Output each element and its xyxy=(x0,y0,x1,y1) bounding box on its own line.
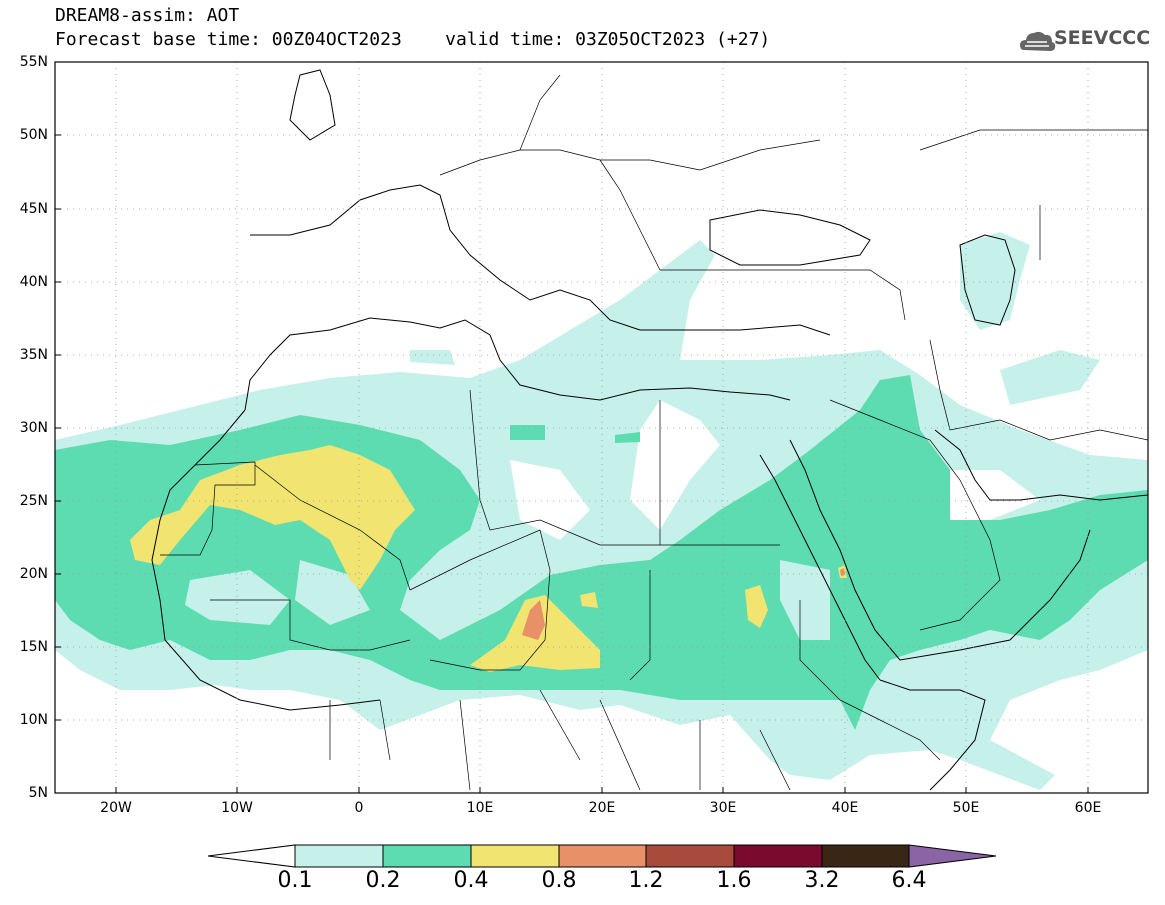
lon-label: 10W xyxy=(221,800,253,816)
lat-label: 50N xyxy=(19,127,48,143)
colorbar xyxy=(207,844,997,868)
lon-label: 60E xyxy=(1074,800,1102,816)
aot-level-0.1-india xyxy=(1000,350,1100,405)
aot-level-0.4-sudan xyxy=(745,585,768,628)
border-kazakh xyxy=(919,129,1148,260)
aot-clear-westafrica xyxy=(185,570,290,625)
border-egypt xyxy=(659,400,780,546)
lon-label: 10E xyxy=(466,800,494,816)
lat-label: 35N xyxy=(19,347,48,363)
lon-label: 30E xyxy=(709,800,737,816)
colorbar-segment-3 xyxy=(470,844,560,868)
coastline-gulf xyxy=(934,429,1148,501)
coastline-redsea-west xyxy=(759,454,881,681)
aot-level-0.2-egypt xyxy=(615,432,640,443)
coastline-caspian xyxy=(959,234,1016,326)
forecast-times: Forecast base time: 00Z04OCT2023 valid t… xyxy=(55,29,771,50)
aot-level-0.4-niger xyxy=(580,592,598,608)
border-europe-2 xyxy=(519,74,661,271)
aot-clear-egypt xyxy=(630,400,720,530)
colorbar-label: 0.1 xyxy=(277,868,313,893)
border-libya xyxy=(469,389,660,546)
aot-level-0.1-caspian xyxy=(960,232,1030,330)
coastline-africa-med xyxy=(244,317,791,411)
border-sahel xyxy=(210,599,411,651)
aot-clear-arabia xyxy=(940,470,1040,520)
colorbar-label: 1.2 xyxy=(628,868,664,893)
lat-label: 5N xyxy=(28,785,48,801)
colorbar-segment-below xyxy=(207,844,296,868)
border-niger xyxy=(409,529,551,671)
border-chad-sudan xyxy=(629,570,651,681)
colorbar-segment-2 xyxy=(382,844,472,868)
lon-label: 20E xyxy=(588,800,616,816)
aot-level-0.2-libya xyxy=(510,425,545,440)
border-turkey xyxy=(660,269,906,321)
aot-field xyxy=(55,232,1148,790)
colorbar-segment-6 xyxy=(733,844,823,868)
colorbar-label: 3.2 xyxy=(804,868,840,893)
lon-label: 20W xyxy=(100,800,132,816)
aot-clear-eastafrica xyxy=(780,560,830,640)
coastline-redsea-east xyxy=(789,439,1091,661)
coastlines xyxy=(151,69,1148,791)
coastline-blacksea xyxy=(709,209,871,266)
colorbar-label: 1.6 xyxy=(716,868,752,893)
aot-clear-sahara xyxy=(510,460,590,540)
lon-label: 50E xyxy=(952,800,980,816)
border-westafrica xyxy=(329,689,791,791)
logo-text: SEEVCCC xyxy=(1054,27,1151,49)
lat-label: 10N xyxy=(19,712,48,728)
lat-label: 20N xyxy=(19,566,48,582)
colorbar-label: 0.8 xyxy=(541,868,577,893)
axis-ticks xyxy=(55,61,1089,794)
colorbar-label: 6.4 xyxy=(891,868,927,893)
coastline-horn xyxy=(879,679,986,791)
lat-label: 25N xyxy=(19,493,48,509)
lat-label: 30N xyxy=(19,420,48,436)
cloud-icon xyxy=(1020,31,1056,51)
colorbar-segment-7 xyxy=(821,844,910,868)
lon-label: 40E xyxy=(831,800,859,816)
colorbar-segment-1 xyxy=(294,844,384,868)
aot-level-0.4-mauritania xyxy=(130,445,415,590)
aot-clear-mali xyxy=(295,560,370,625)
colorbar-label: 0.4 xyxy=(453,868,489,893)
colorbar-segment-4 xyxy=(558,844,647,868)
lat-label: 45N xyxy=(19,201,48,217)
border-iran xyxy=(929,339,1148,441)
coastline-britain xyxy=(289,69,336,141)
aot-level-0.1-med xyxy=(410,350,455,365)
coastline-europe xyxy=(250,184,831,336)
lon-label: 0 xyxy=(354,800,364,816)
lat-label: 15N xyxy=(19,639,48,655)
graticule xyxy=(55,62,1148,793)
border-europe-1 xyxy=(439,139,821,176)
lat-label: 55N xyxy=(19,54,48,70)
coastline-atlantic xyxy=(151,409,381,711)
border-mauritania xyxy=(160,461,256,556)
colorbar-segment-above xyxy=(908,844,997,868)
aot-level-0.8 xyxy=(522,600,545,640)
border-ethiopia xyxy=(799,600,941,761)
lat-label: 40N xyxy=(19,274,48,290)
border-saudi xyxy=(829,399,1001,631)
border-algeria-mali xyxy=(254,464,411,591)
country-borders xyxy=(160,74,1148,791)
colorbar-segment-5 xyxy=(645,844,735,868)
colorbar-label: 0.2 xyxy=(365,868,401,893)
map-title: DREAM8-assim: AOT xyxy=(55,5,240,26)
aot-clear-nigeria xyxy=(470,555,520,600)
